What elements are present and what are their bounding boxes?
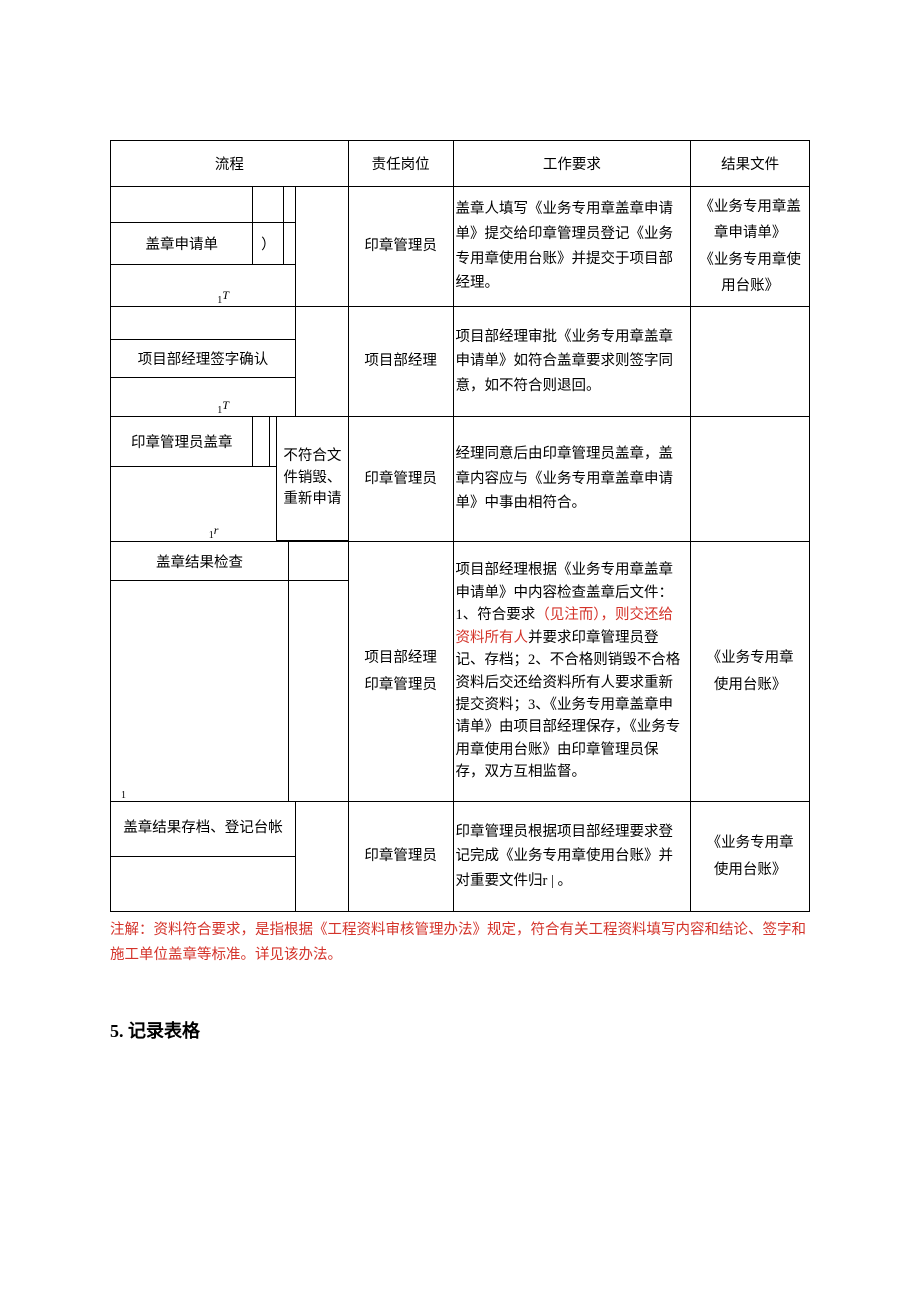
flow-cell-1: 盖章申请单） 1T: [111, 187, 349, 307]
result-cell: 《业务专用章盖章申请单》 《业务专用章使用台账》: [691, 187, 810, 307]
flow-cell-4: 盖章结果检查 1: [111, 542, 349, 802]
arrow-mark: r: [214, 523, 219, 537]
header-flow: 流程: [111, 141, 349, 187]
req-cell: 项目部经理审批《业务专用章盖章申请单》如符合盖章要求则签字同意，如不符合则退回。: [453, 307, 691, 417]
flow-box-seal: 印章管理员盖章: [111, 417, 253, 466]
page-container: 流程 责任岗位 工作要求 结果文件 盖章申请单） 1T 印章管: [0, 0, 920, 1103]
section-5-title: 5. 记录表格: [110, 1017, 810, 1043]
flow-cell-5: 盖章结果存档、登记台帐: [111, 802, 349, 912]
table-header-row: 流程 责任岗位 工作要求 结果文件: [111, 141, 810, 187]
header-req: 工作要求: [453, 141, 691, 187]
req-cell: 经理同意后由印章管理员盖章，盖章内容应与《业务专用章盖章申请单》中事由相符合。: [453, 417, 691, 542]
table-row: 盖章申请单） 1T 印章管理员 盖章人填写《业务专用章盖章申请单》提交给印章管理…: [111, 187, 810, 307]
result-cell: [691, 417, 810, 542]
arrow-mark: T: [222, 398, 229, 412]
arrow-sub: 1: [121, 790, 126, 801]
flow-box-manager-sign: 项目部经理签字确认: [111, 340, 296, 378]
req4-part2: 并要求印章管理员登记、存档；2、不合格则销毁不合格资料后交还给资料所有人要求重新…: [456, 630, 681, 781]
req-cell-4: 项目部经理根据《业务专用章盖章申请单》中内容检查盖章后文件：1、符合要求（见注而…: [453, 542, 691, 802]
role-cell: 印章管理员: [348, 802, 453, 912]
flow-box-application: 盖章申请单: [111, 223, 253, 265]
role-cell: 项目部经理: [348, 307, 453, 417]
req-cell: 盖章人填写《业务专用章盖章申请单》提交给印章管理员登记《业务专用章使用台账》并提…: [453, 187, 691, 307]
header-role: 责任岗位: [348, 141, 453, 187]
role-cell: 印章管理员: [348, 417, 453, 542]
flow-paren: ）: [253, 223, 284, 265]
flow-cell-3: 印章管理员盖章 不符合文件销毁、重新申请 1r: [111, 417, 349, 542]
annotation-note: 注解：资料符合要求，是指根据《工程资料审核管理办法》规定，符合有关工程资料填写内…: [110, 918, 810, 967]
result-cell: 《业务专用章 使用台账》: [691, 542, 810, 802]
flow-side-destroy: 不符合文件销毁、重新申请: [277, 417, 348, 541]
flow-box-check: 盖章结果检查: [111, 542, 288, 581]
flow-cell-2: 项目部经理签字确认 1T: [111, 307, 349, 417]
procedure-table: 流程 责任岗位 工作要求 结果文件 盖章申请单） 1T 印章管: [110, 140, 810, 912]
header-result: 结果文件: [691, 141, 810, 187]
req-cell: 印章管理员根据项目部经理要求登记完成《业务专用章使用台账》并对重要文件归r | …: [453, 802, 691, 912]
table-row: 印章管理员盖章 不符合文件销毁、重新申请 1r 印章管理员 经理同意后: [111, 417, 810, 542]
role-cell: 印章管理员: [348, 187, 453, 307]
table-row: 项目部经理签字确认 1T 项目部经理 项目部经理审批《业务专用章盖章申请单》如符…: [111, 307, 810, 417]
result-cell: 《业务专用章 使用台账》: [691, 802, 810, 912]
role-cell: 项目部经理 印章管理员: [348, 542, 453, 802]
flow-box-archive: 盖章结果存档、登记台帐: [111, 802, 296, 857]
result-cell: [691, 307, 810, 417]
table-row: 盖章结果存档、登记台帐 印章管理员 印章管理员根据项目部经理要求登记完成《业务专…: [111, 802, 810, 912]
arrow-mark: T: [222, 288, 229, 302]
table-row: 盖章结果检查 1 项目部经理 印章管理员 项目部经理根据《业务专用章盖章申请单》…: [111, 542, 810, 802]
